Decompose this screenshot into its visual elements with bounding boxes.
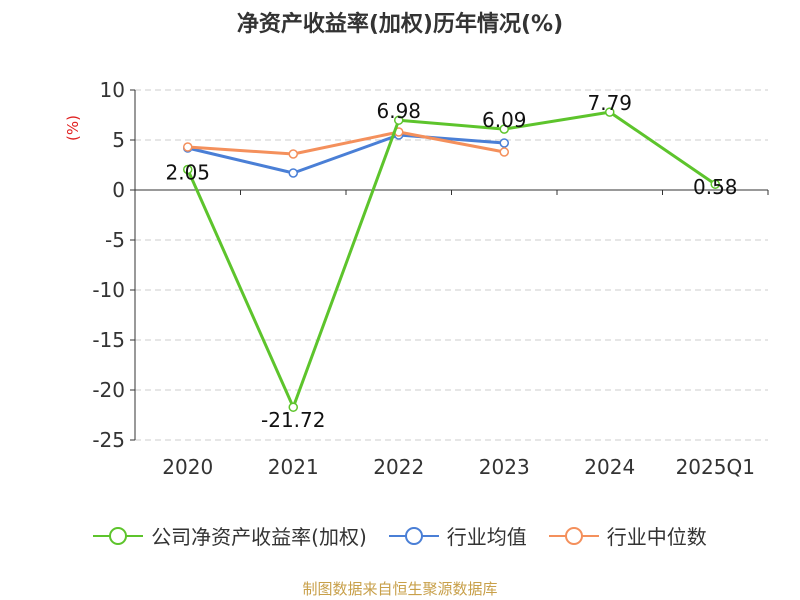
series-point (499, 147, 509, 157)
series-point (288, 149, 298, 159)
y-tick-label: -25 (92, 428, 125, 452)
data-label: -21.72 (261, 408, 325, 432)
data-label: 7.79 (587, 91, 632, 115)
series-point (710, 179, 720, 189)
data-label: 6.98 (376, 99, 421, 123)
y-tick-label: -10 (92, 278, 125, 302)
series-line (186, 110, 717, 409)
legend-label-industry-mean: 行业均值 (446, 525, 527, 549)
legend-label-company: 公司净资产收益率(加权) (151, 525, 367, 549)
x-tick-label: 2021 (268, 455, 319, 479)
y-tick-label: 10 (100, 78, 125, 102)
x-tick-label: 2022 (373, 455, 424, 479)
data-label: 6.09 (482, 108, 527, 132)
source-note: 制图数据来自恒生聚源数据库 (302, 580, 498, 598)
series-point (183, 164, 193, 175)
x-tick-label: 2025Q1 (676, 455, 755, 479)
axes: 10 5 0 -5 -10 -15 -20 -25 2020 2021 2022 2023 2024 20… (92, 78, 769, 479)
series-point (183, 142, 193, 152)
legend-swatch-company (93, 526, 144, 545)
legend: 公司净资产收益率(加权) 行业均值 行业中位数 (0, 521, 800, 550)
y-tick-label: -20 (92, 378, 125, 402)
series-line (187, 130, 505, 156)
series-point (499, 124, 509, 134)
legend-item-company[interactable]: 公司净资产收益率(加权) (93, 521, 367, 550)
legend-swatch-industry-mean (388, 526, 439, 545)
legend-label-industry-median: 行业中位数 (606, 525, 707, 549)
x-tick-label: 2023 (479, 455, 530, 479)
y-tick-label: -5 (105, 228, 125, 252)
legend-swatch-industry-median (548, 526, 599, 545)
series-point (394, 115, 404, 125)
y-axis-label: (%) (64, 115, 82, 141)
legend-item-industry-mean[interactable]: 行业均值 (388, 521, 527, 550)
series-line (187, 133, 505, 175)
data-label: 0.58 (693, 175, 738, 199)
data-labels: 2.05 -21.72 6.98 6.09 7.79 0.58 (165, 91, 737, 432)
series-point (499, 138, 509, 148)
series-point (605, 107, 615, 117)
y-tick-label: 0 (112, 178, 125, 202)
data-label: 2.05 (165, 161, 210, 185)
x-tick-label: 2024 (584, 455, 635, 479)
series-lines (183, 107, 720, 412)
x-tick-label: 2020 (162, 455, 213, 479)
y-tick-label: -15 (92, 328, 125, 352)
legend-item-industry-median[interactable]: 行业中位数 (548, 521, 707, 550)
series-point (288, 402, 298, 412)
y-tick-label: 5 (112, 128, 125, 152)
chart-title: 净资产收益率(加权)历年情况(%) (236, 12, 564, 37)
series-point (288, 168, 298, 178)
